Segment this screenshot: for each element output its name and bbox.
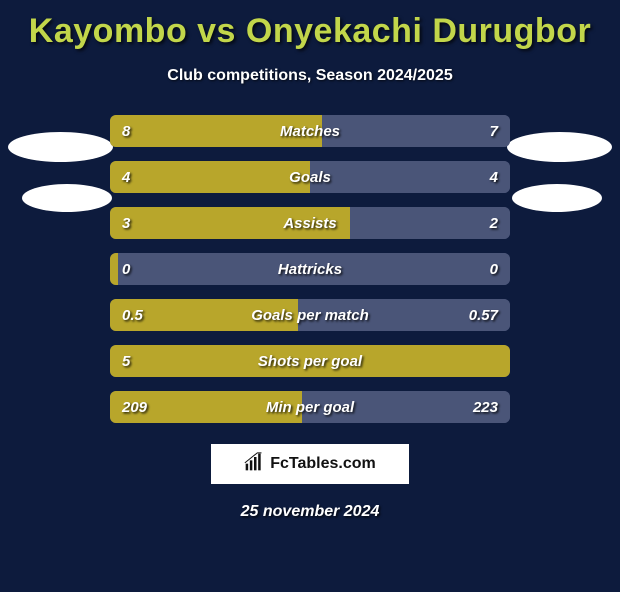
stat-row: Assists3 2 [110,207,510,239]
player-photo-placeholder [22,184,112,212]
page-title: Kayombo vs Onyekachi Durugbor [0,12,620,51]
stat-value-left: 209 [122,391,147,423]
stat-label: Assists [110,207,510,239]
stat-value-left: 3 [122,207,130,239]
footer-date: 25 november 2024 [0,503,620,521]
player-photo-placeholder [512,184,602,212]
page-subtitle: Club competitions, Season 2024/2025 [0,67,620,85]
stat-label: Min per goal [110,391,510,423]
stats-comparison-table: Matches8 7 Goals4 4 Assists3 2 Hattricks0 0 Goal… [110,115,510,423]
stat-row: Matches8 7 [110,115,510,147]
stat-value-right: 0.57 [469,299,498,331]
brand-badge: FcTables.com [210,443,410,485]
stat-row: Goals per match0.5 0.57 [110,299,510,331]
stat-value-left: 0.5 [122,299,143,331]
stat-value-right: 0 [490,253,498,285]
stat-row: Min per goal209 223 [110,391,510,423]
stat-value-right: 2 [490,207,498,239]
player-photo-placeholder [8,132,113,162]
stat-row: Shots per goal5 [110,345,510,377]
stat-value-right: 4 [490,161,498,193]
stat-label: Goals [110,161,510,193]
player-photo-placeholder [507,132,612,162]
stat-label: Hattricks [110,253,510,285]
bar-chart-icon [244,452,264,477]
brand-text: FcTables.com [270,455,376,473]
stat-row: Goals4 4 [110,161,510,193]
stat-value-left: 4 [122,161,130,193]
stat-value-left: 5 [122,345,130,377]
stat-row: Hattricks0 0 [110,253,510,285]
stat-value-right: 223 [473,391,498,423]
stat-value-right: 7 [490,115,498,147]
stat-value-left: 8 [122,115,130,147]
stat-label: Matches [110,115,510,147]
stat-label: Shots per goal [110,345,510,377]
stat-label: Goals per match [110,299,510,331]
stat-value-left: 0 [122,253,130,285]
